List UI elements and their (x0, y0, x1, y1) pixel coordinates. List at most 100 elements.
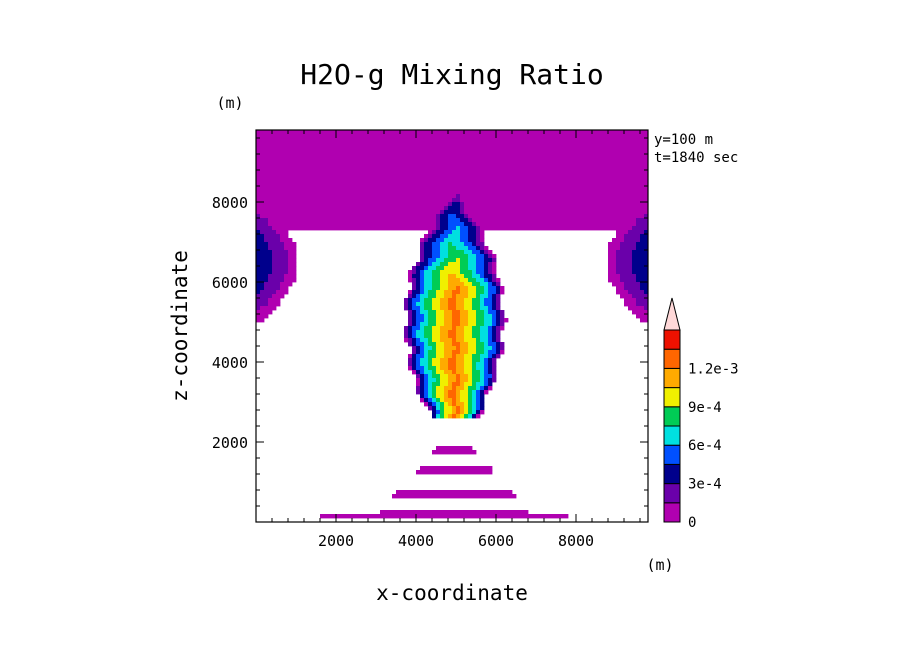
contour-cell (468, 294, 477, 299)
contour-cell (492, 370, 497, 375)
contour-cell (480, 274, 485, 279)
contour-cell (424, 250, 433, 255)
contour-cell (456, 298, 465, 303)
contour-cell (500, 314, 505, 319)
contour-cell (432, 406, 437, 411)
contour-cell (492, 298, 497, 303)
contour-cell (476, 362, 485, 367)
contour-cell (280, 238, 293, 243)
contour-cell (424, 366, 429, 371)
contour-cell (496, 310, 501, 315)
contour-cell (492, 330, 497, 335)
contour-cell (492, 274, 497, 279)
contour-cell (424, 378, 429, 383)
contour-cell (636, 242, 648, 247)
contour-cell (272, 262, 289, 267)
contour-cell (488, 338, 493, 343)
contour-cell (268, 246, 285, 251)
contour-cell (468, 342, 477, 347)
contour-cell (420, 310, 429, 315)
contour-cell (460, 230, 469, 235)
contour-cell (448, 278, 461, 283)
contour-cell (428, 358, 433, 363)
contour-cell (420, 298, 425, 303)
contour-cell (412, 282, 417, 287)
contour-cell (444, 290, 453, 295)
contour-cell (500, 310, 505, 315)
contour-cell (488, 334, 493, 339)
contour-cell (464, 302, 473, 307)
contour-cell (432, 286, 441, 291)
contour-cell (460, 398, 469, 403)
contour-cell (496, 318, 501, 323)
contour-cell (452, 382, 461, 387)
contour-cell (412, 338, 417, 343)
contour-cell (268, 222, 437, 227)
contour-cell (464, 406, 469, 411)
contour-cell (624, 282, 641, 287)
contour-cell (468, 402, 473, 407)
contour-cell (424, 298, 433, 303)
contour-cell (408, 334, 413, 339)
contour-cell (456, 378, 461, 383)
contour-cell (436, 398, 441, 403)
contour-cell (480, 374, 485, 379)
contour-cell (492, 354, 497, 359)
contour-cell (440, 334, 449, 339)
contour-cell (484, 286, 489, 291)
contour-cell (256, 130, 648, 135)
contour-cell (432, 254, 441, 259)
contour-cell (412, 326, 421, 331)
contour-cell (448, 306, 457, 311)
contour-cell (444, 210, 461, 215)
chart-title: H2O-g Mixing Ratio (300, 58, 603, 91)
contour-cell (260, 290, 277, 295)
contour-cell (436, 318, 445, 323)
contour-cell (484, 258, 493, 263)
contour-cell (484, 382, 489, 387)
contour-cell (460, 210, 465, 215)
contour-cell (476, 226, 481, 231)
contour-cell (416, 386, 421, 391)
contour-cell (496, 350, 501, 355)
contour-cell (464, 330, 473, 335)
contour-cell (448, 242, 453, 247)
contour-cell (436, 370, 445, 375)
contour-cell (472, 218, 637, 223)
contour-cell (480, 306, 489, 311)
contour-cell (436, 446, 473, 451)
contour-cell (424, 306, 433, 311)
contour-cell (488, 294, 493, 299)
contour-cell (408, 326, 413, 331)
contour-cell (432, 246, 441, 251)
contour-cell (256, 270, 273, 275)
contour-cell (428, 390, 433, 395)
contour-cell (416, 262, 421, 267)
contour-cell (480, 238, 485, 243)
contour-cell (256, 210, 441, 215)
contour-cell (448, 286, 457, 291)
contour-cell (420, 238, 425, 243)
contour-cell (464, 382, 473, 387)
contour-cell (468, 234, 477, 239)
contour-cell (448, 274, 457, 279)
contour-cell (476, 366, 485, 371)
contour-cell (496, 306, 501, 311)
contour-cell (504, 318, 509, 323)
contour-cell (480, 378, 485, 383)
contour-cell (456, 274, 465, 279)
contour-cell (448, 214, 457, 219)
colorbar-swatch (663, 463, 681, 485)
contour-cell (256, 182, 648, 187)
contour-cell (288, 262, 297, 267)
contour-cell (456, 258, 461, 263)
contour-cell (616, 262, 633, 267)
contour-cell (636, 302, 648, 307)
contour-cell (416, 378, 421, 383)
contour-cell (472, 302, 481, 307)
contour-cell (424, 286, 433, 291)
contour-cell (440, 218, 449, 223)
contour-cell (416, 366, 425, 371)
contour-cell (456, 214, 465, 219)
contour-cell (636, 278, 648, 283)
